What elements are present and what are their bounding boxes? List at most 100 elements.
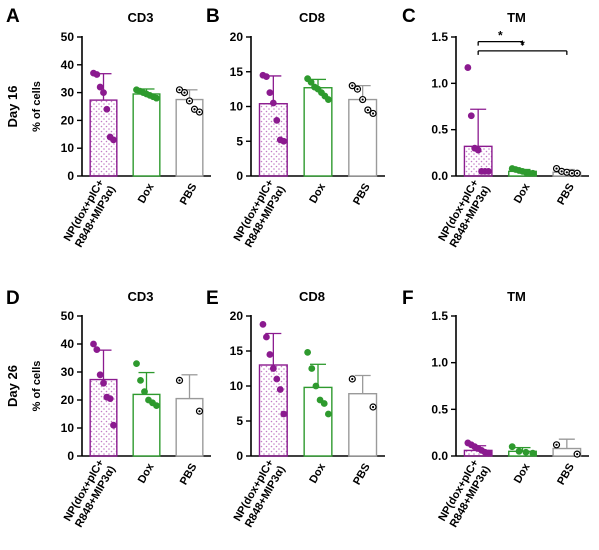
x-category-label: Dox [512, 181, 533, 206]
data-point [467, 112, 475, 120]
y-tick-label: 20 [230, 309, 244, 323]
panel-letter: B [206, 6, 220, 27]
x-category-label-line: PBS [351, 182, 373, 208]
panel-letter: F [402, 288, 414, 309]
data-point [259, 320, 267, 328]
y-tick-label: 0 [236, 169, 243, 183]
x-category-label: PBS [555, 182, 577, 208]
x-category-label-line: Dox [136, 461, 157, 486]
data-point [100, 379, 107, 387]
chart-title: CD3 [127, 289, 153, 304]
y-tick-label: 10 [230, 100, 244, 114]
panel-letter: A [6, 6, 20, 27]
x-category-label: NP(dox+pIC+R848+MIP3α) [436, 177, 492, 250]
data-point-center [570, 172, 574, 175]
data-point [90, 340, 97, 348]
data-point [110, 136, 117, 144]
data-point [96, 371, 104, 379]
data-point [485, 167, 492, 175]
data-point [280, 137, 288, 145]
data-point-center [371, 112, 375, 115]
y-tick-label: 20 [61, 393, 75, 407]
x-category-label: Dox [136, 461, 157, 486]
data-point [266, 351, 274, 358]
y-tick-label: 15 [230, 65, 244, 79]
x-category-label: Dox [307, 181, 328, 206]
data-point-center [351, 377, 354, 381]
x-category-label: NP(dox+pIC+R848+MIP3α) [232, 177, 288, 250]
chart-title: CD8 [299, 289, 325, 304]
y-tick-label: 0 [67, 449, 74, 463]
x-category-label-line: PBS [555, 462, 577, 488]
y-tick-label: 10 [61, 141, 75, 155]
y-tick-label: 1.5 [431, 30, 448, 44]
data-point [529, 169, 537, 177]
x-category-label: Dox [512, 461, 533, 486]
data-point-center [188, 99, 191, 103]
data-point [485, 449, 492, 457]
x-category-label-line: PBS [555, 182, 577, 208]
data-point-center [366, 108, 369, 112]
x-category-label-line: PBS [178, 182, 200, 208]
data-point [324, 410, 332, 418]
y-tick-label: 40 [61, 337, 75, 351]
x-category-label: PBS [178, 462, 200, 488]
y-axis-label: % of cells [31, 361, 43, 412]
significance-label: * [498, 29, 503, 43]
data-point [464, 64, 472, 71]
y-tick-label: 0.5 [431, 402, 448, 416]
y-tick-label: 0 [67, 169, 74, 183]
y-tick-label: 0 [236, 449, 243, 463]
data-point [106, 395, 114, 403]
data-point [529, 449, 537, 457]
data-point [110, 421, 117, 429]
x-category-label-line: Dox [307, 461, 328, 486]
data-point [276, 386, 284, 393]
x-category-label: Dox [307, 461, 328, 486]
y-tick-label: 10 [230, 379, 244, 393]
data-point [273, 117, 281, 124]
x-category-label: PBS [555, 462, 577, 488]
data-point [269, 365, 277, 372]
data-point-center [361, 98, 364, 101]
y-tick-label: 50 [61, 30, 75, 44]
x-category-label: NP(dox+pIC+R848+MIP3α) [232, 457, 288, 530]
data-point-center [565, 171, 568, 174]
chart-panel-c: C TM 0.0 0.5 1.0 1.5 * * NP(dox+pIC+R848+MIP3α) D… [402, 6, 589, 250]
data-point-center [560, 170, 563, 173]
y-tick-label: 0.5 [431, 123, 448, 137]
y-tick-label: 1.5 [431, 309, 448, 323]
data-point [100, 89, 107, 96]
y-tick-label: 30 [61, 86, 75, 100]
data-point [508, 443, 516, 451]
x-category-label-line: Dox [512, 181, 533, 206]
data-point-center [351, 84, 354, 87]
data-point [273, 375, 281, 383]
data-point [263, 333, 270, 341]
data-point-center [178, 88, 181, 91]
x-category-label: PBS [178, 182, 200, 208]
data-point-center [555, 443, 558, 446]
x-category-label: PBS [351, 462, 373, 488]
significance-label: * [520, 38, 525, 52]
data-point-center [193, 108, 196, 111]
y-tick-label: 20 [61, 113, 75, 127]
chart-panel-e: E CD8 0 5 10 15 20 NP(dox+pIC+R848+MIP3α) Dox PBS [206, 288, 385, 530]
chart-panel-d: D CD3 Day 26 % of cells 0 10 20 30 40 50 NP(dox+pI… [5, 288, 211, 530]
data-point-center [356, 88, 359, 91]
y-tick-label: 20 [230, 30, 244, 44]
data-point-center [178, 379, 181, 382]
y-tick-label: 15 [230, 344, 244, 358]
y-tick-label: 30 [61, 365, 75, 379]
bar-np [89, 378, 118, 457]
x-category-label-line: PBS [178, 462, 200, 488]
bar-pbs [175, 397, 204, 457]
bar-pbs [348, 393, 378, 457]
y-tick-label: 1.0 [431, 356, 448, 370]
data-point [263, 73, 270, 81]
data-point [96, 83, 104, 91]
data-point [312, 382, 320, 390]
chart-panel-b: B CD8 0 5 10 15 20 NP(dox+pIC+R848+MIP3α) Dox PBS [206, 6, 385, 250]
panel-letter: D [6, 288, 20, 309]
